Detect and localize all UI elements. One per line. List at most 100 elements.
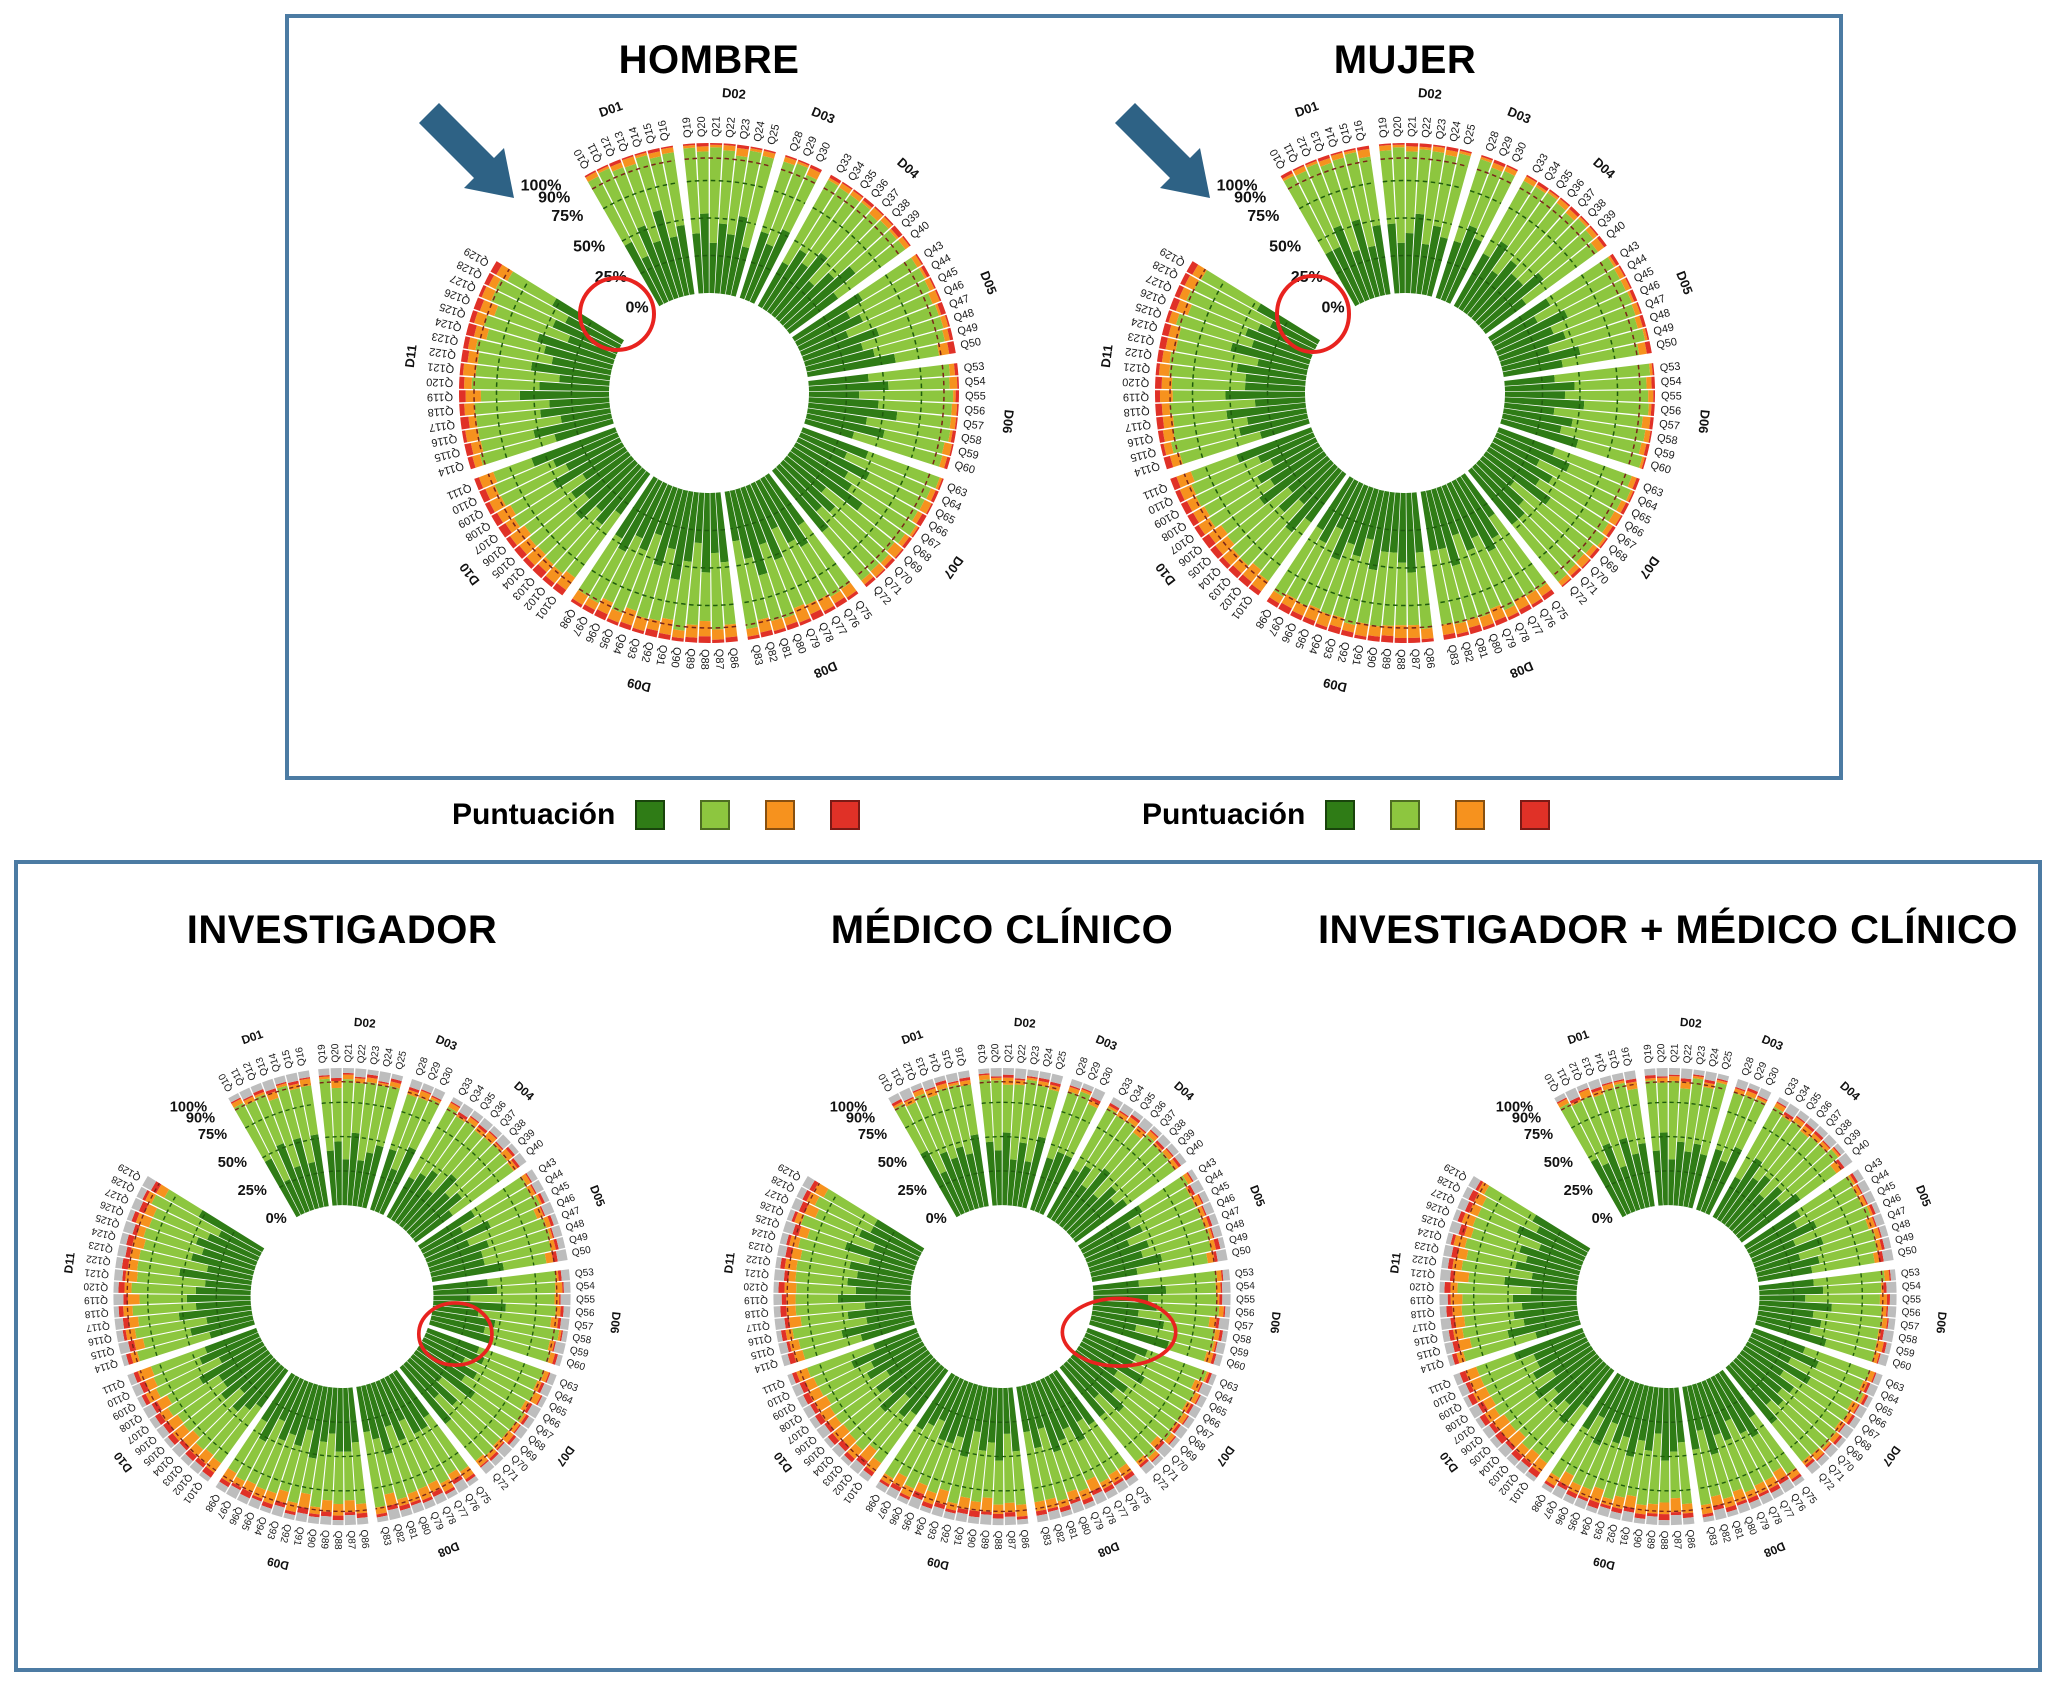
bar-segment (1190, 1379, 1202, 1392)
bar-segment (1566, 1489, 1578, 1499)
gridline-arc (1571, 1103, 1640, 1129)
bar-segment (477, 415, 562, 440)
bar-segment (1820, 1219, 1869, 1245)
bar-segment (736, 147, 749, 158)
question-label: Q55 (1902, 1294, 1922, 1305)
bar-segment (880, 216, 893, 229)
bar-segment (571, 451, 631, 499)
bar-segment (1156, 416, 1165, 430)
bar-segment (205, 1405, 250, 1456)
gridline-arc (1441, 580, 1546, 626)
bar-segment (465, 390, 482, 403)
bar-segment (1535, 184, 1547, 194)
bar-segment (1791, 1473, 1802, 1483)
bar-segment (465, 323, 477, 337)
bar-segment (802, 1175, 815, 1190)
bar-segment (132, 1224, 140, 1236)
bar-segment (1674, 1387, 1685, 1443)
bar-segment (195, 1457, 207, 1468)
bar-segment (761, 161, 795, 235)
bar-segment (1649, 363, 1653, 376)
bar-segment (279, 1444, 302, 1492)
bar-segment (1169, 351, 1238, 372)
bar-segment (1230, 342, 1309, 370)
gridline-arc (1508, 206, 1578, 269)
bar-segment (1815, 1361, 1864, 1390)
question-label: Q25 (1720, 1049, 1735, 1070)
gridline-arc (366, 1424, 439, 1456)
domain-label: D07 (553, 1443, 577, 1469)
bar-segment (1521, 1300, 1577, 1311)
bar-segment (1082, 1083, 1095, 1092)
bar-segment (113, 1294, 124, 1306)
bar-segment (1357, 568, 1377, 625)
bar-segment (1477, 1207, 1520, 1233)
bar-segment (1467, 1393, 1478, 1406)
bar-segment (570, 598, 583, 608)
bar-segment (1644, 341, 1652, 354)
bar-segment (1168, 1435, 1177, 1446)
bar-segment (529, 1392, 542, 1405)
question-label: Q119 (744, 1294, 768, 1305)
bar-segment (799, 618, 812, 626)
bar-segment (742, 155, 774, 249)
bar-segment (1714, 1372, 1759, 1438)
bar-segment (1834, 1143, 1845, 1155)
bar-segment (800, 1311, 849, 1327)
bar-segment (423, 1498, 436, 1510)
bar-segment (595, 467, 646, 525)
question-label: Q82 (763, 640, 780, 663)
question-label: Q116 (1413, 1332, 1439, 1347)
bar-segment (1397, 492, 1407, 563)
gridline-arc (1080, 1339, 1121, 1395)
bar-segment (776, 463, 822, 512)
bar-segment (1494, 1370, 1556, 1416)
question-label: Q55 (1661, 390, 1682, 402)
bar-segment (538, 556, 554, 573)
bar-segment (1421, 225, 1442, 296)
bar-segment (1329, 614, 1344, 628)
bar-segment (430, 1315, 486, 1334)
bar-segment (1035, 1509, 1048, 1516)
bar-segment (1457, 1383, 1470, 1397)
bar-segment (1669, 1074, 1680, 1077)
bar-segment (1233, 558, 1249, 574)
bar-segment (1603, 1087, 1627, 1140)
bar-segment (1069, 1497, 1081, 1505)
gridline-arc (545, 1270, 558, 1363)
bar-segment (1615, 1455, 1634, 1498)
bar-segment (1519, 513, 1576, 573)
bar-segment (1191, 456, 1262, 495)
bar-segment (1561, 578, 1572, 588)
bar-segment (524, 1402, 533, 1414)
bar-segment (1476, 459, 1524, 506)
bar-segment (1225, 391, 1306, 400)
bar-segment (1318, 479, 1359, 544)
bar-segment (1754, 1253, 1801, 1273)
bar-segment (1747, 1337, 1792, 1364)
bar-segment (333, 1451, 344, 1505)
bar-segment (1176, 471, 1195, 488)
bar-segment (178, 1305, 252, 1321)
bar-segment (205, 1457, 222, 1473)
bar-segment (1463, 270, 1498, 315)
bar-segment (1172, 390, 1226, 402)
bar-segment (1113, 1477, 1124, 1486)
question-label: Q16 (294, 1046, 308, 1067)
bar-segment (475, 365, 560, 383)
bar-segment (500, 464, 570, 506)
bar-segment (634, 151, 647, 156)
bar-segment (1599, 1075, 1613, 1085)
bar-segment (1670, 1514, 1682, 1526)
bar-segment (872, 1327, 918, 1350)
bar-segment (137, 1260, 181, 1276)
bar-segment (535, 1194, 543, 1205)
bar-segment (1166, 1341, 1207, 1362)
gridline-arc (407, 1091, 440, 1106)
bar-segment (1601, 1081, 1613, 1087)
gridline-arc (420, 1339, 461, 1395)
bar-segment (1513, 1305, 1578, 1320)
bar-segment (542, 575, 555, 588)
bar-segment (491, 512, 504, 527)
